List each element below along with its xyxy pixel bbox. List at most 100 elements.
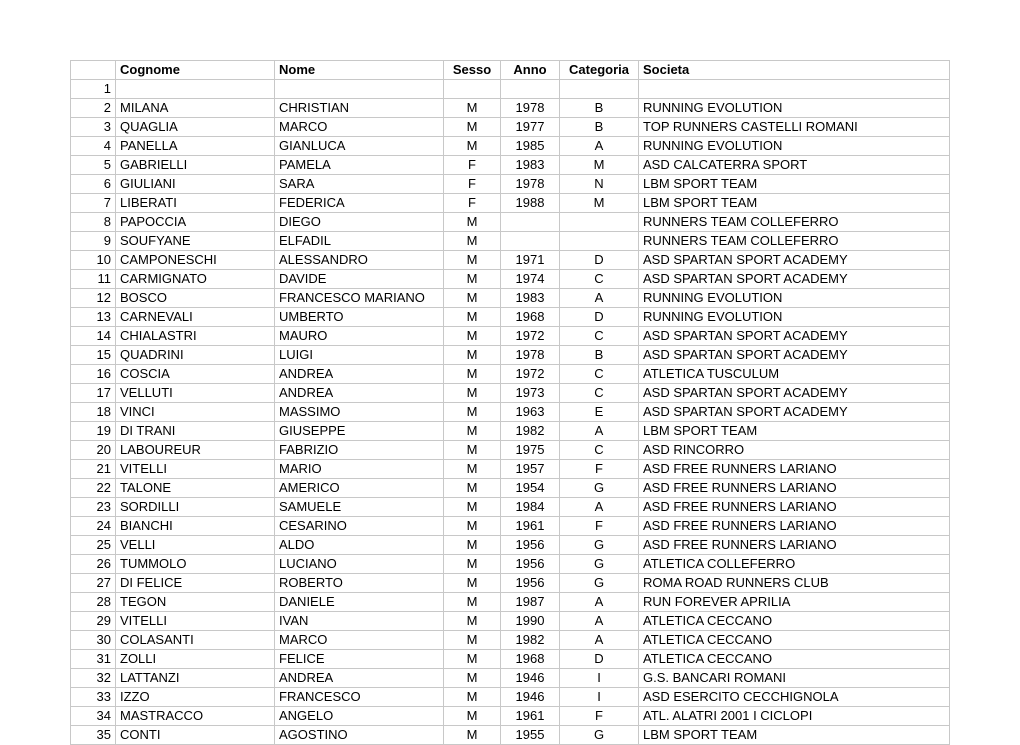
cell-num: 11 xyxy=(71,270,116,289)
cell-anno xyxy=(501,80,560,99)
cell-sesso: M xyxy=(444,232,501,251)
cell-num: 25 xyxy=(71,536,116,555)
cell-num: 29 xyxy=(71,612,116,631)
cell-sesso: M xyxy=(444,365,501,384)
cell-cognome: GIULIANI xyxy=(116,175,275,194)
cell-sesso: M xyxy=(444,460,501,479)
cell-anno: 1961 xyxy=(501,517,560,536)
cell-sesso: F xyxy=(444,156,501,175)
cell-cognome: LIBERATI xyxy=(116,194,275,213)
cell-categoria: G xyxy=(560,479,639,498)
cell-societa: ASD SPARTAN SPORT ACADEMY xyxy=(639,327,950,346)
cell-nome: LUCIANO xyxy=(275,555,444,574)
cell-categoria: I xyxy=(560,688,639,707)
table-row: 13CARNEVALIUMBERTOM1968DRUNNING EVOLUTIO… xyxy=(71,308,950,327)
cell-anno: 1978 xyxy=(501,99,560,118)
cell-sesso: M xyxy=(444,574,501,593)
cell-cognome: CAMPONESCHI xyxy=(116,251,275,270)
header-anno: Anno xyxy=(501,61,560,80)
cell-num: 32 xyxy=(71,669,116,688)
cell-sesso: M xyxy=(444,118,501,137)
cell-categoria: G xyxy=(560,726,639,745)
cell-cognome: VELLUTI xyxy=(116,384,275,403)
table-row: 27DI FELICEROBERTOM1956GROMA ROAD RUNNER… xyxy=(71,574,950,593)
cell-nome: FABRIZIO xyxy=(275,441,444,460)
header-categoria: Categoria xyxy=(560,61,639,80)
cell-anno: 1977 xyxy=(501,118,560,137)
cell-categoria xyxy=(560,232,639,251)
cell-anno: 1968 xyxy=(501,308,560,327)
table-row: 5GABRIELLIPAMELAF1983MASD CALCATERRA SPO… xyxy=(71,156,950,175)
table-row: 34MASTRACCOANGELOM1961FATL. ALATRI 2001 … xyxy=(71,707,950,726)
cell-sesso: M xyxy=(444,403,501,422)
cell-societa: RUNNERS TEAM COLLEFERRO xyxy=(639,232,950,251)
cell-num: 20 xyxy=(71,441,116,460)
table-row: 19DI TRANIGIUSEPPEM1982ALBM SPORT TEAM xyxy=(71,422,950,441)
cell-num: 22 xyxy=(71,479,116,498)
cell-societa: RUNNING EVOLUTION xyxy=(639,99,950,118)
cell-num: 19 xyxy=(71,422,116,441)
header-societa: Societa xyxy=(639,61,950,80)
table-row: 17VELLUTIANDREAM1973CASD SPARTAN SPORT A… xyxy=(71,384,950,403)
cell-nome: FRANCESCO xyxy=(275,688,444,707)
cell-nome: UMBERTO xyxy=(275,308,444,327)
cell-num: 24 xyxy=(71,517,116,536)
cell-anno: 1954 xyxy=(501,479,560,498)
cell-nome: GIANLUCA xyxy=(275,137,444,156)
cell-num: 1 xyxy=(71,80,116,99)
cell-num: 31 xyxy=(71,650,116,669)
cell-nome: ANDREA xyxy=(275,365,444,384)
table-row: 24BIANCHICESARINOM1961FASD FREE RUNNERS … xyxy=(71,517,950,536)
cell-sesso: M xyxy=(444,726,501,745)
cell-societa: ATLETICA CECCANO xyxy=(639,631,950,650)
cell-categoria: F xyxy=(560,707,639,726)
cell-anno: 1973 xyxy=(501,384,560,403)
page: Cognome Nome Sesso Anno Categoria Societ… xyxy=(0,0,1020,721)
cell-num: 27 xyxy=(71,574,116,593)
cell-sesso: M xyxy=(444,593,501,612)
cell-categoria: C xyxy=(560,384,639,403)
cell-nome: ANDREA xyxy=(275,669,444,688)
cell-cognome: MILANA xyxy=(116,99,275,118)
cell-categoria: G xyxy=(560,536,639,555)
cell-societa: G.S. BANCARI ROMANI xyxy=(639,669,950,688)
cell-anno: 1961 xyxy=(501,707,560,726)
cell-nome: GIUSEPPE xyxy=(275,422,444,441)
cell-num: 14 xyxy=(71,327,116,346)
cell-categoria: F xyxy=(560,517,639,536)
cell-nome: FELICE xyxy=(275,650,444,669)
cell-sesso: M xyxy=(444,213,501,232)
table-row: 21VITELLIMARIOM1957FASD FREE RUNNERS LAR… xyxy=(71,460,950,479)
cell-nome xyxy=(275,80,444,99)
cell-societa: ASD FREE RUNNERS LARIANO xyxy=(639,479,950,498)
cell-num: 15 xyxy=(71,346,116,365)
cell-anno: 1946 xyxy=(501,669,560,688)
header-nome: Nome xyxy=(275,61,444,80)
cell-sesso: M xyxy=(444,137,501,156)
cell-societa: ATLETICA TUSCULUM xyxy=(639,365,950,384)
cell-anno: 1956 xyxy=(501,555,560,574)
cell-num: 7 xyxy=(71,194,116,213)
cell-anno: 1963 xyxy=(501,403,560,422)
cell-categoria: C xyxy=(560,327,639,346)
cell-societa: RUNNING EVOLUTION xyxy=(639,289,950,308)
cell-cognome: IZZO xyxy=(116,688,275,707)
cell-nome: ALDO xyxy=(275,536,444,555)
cell-sesso: F xyxy=(444,175,501,194)
table-row: 14CHIALASTRIMAUROM1972CASD SPARTAN SPORT… xyxy=(71,327,950,346)
cell-categoria: M xyxy=(560,194,639,213)
cell-societa: ASD SPARTAN SPORT ACADEMY xyxy=(639,346,950,365)
cell-societa: LBM SPORT TEAM xyxy=(639,175,950,194)
cell-societa xyxy=(639,80,950,99)
cell-societa: LBM SPORT TEAM xyxy=(639,726,950,745)
cell-categoria: A xyxy=(560,631,639,650)
cell-categoria: A xyxy=(560,593,639,612)
cell-sesso: M xyxy=(444,479,501,498)
table-row: 29VITELLIIVANM1990AATLETICA CECCANO xyxy=(71,612,950,631)
cell-nome: DAVIDE xyxy=(275,270,444,289)
cell-sesso: M xyxy=(444,441,501,460)
cell-anno: 1983 xyxy=(501,289,560,308)
cell-nome: SAMUELE xyxy=(275,498,444,517)
cell-nome: ANDREA xyxy=(275,384,444,403)
cell-nome: MAURO xyxy=(275,327,444,346)
